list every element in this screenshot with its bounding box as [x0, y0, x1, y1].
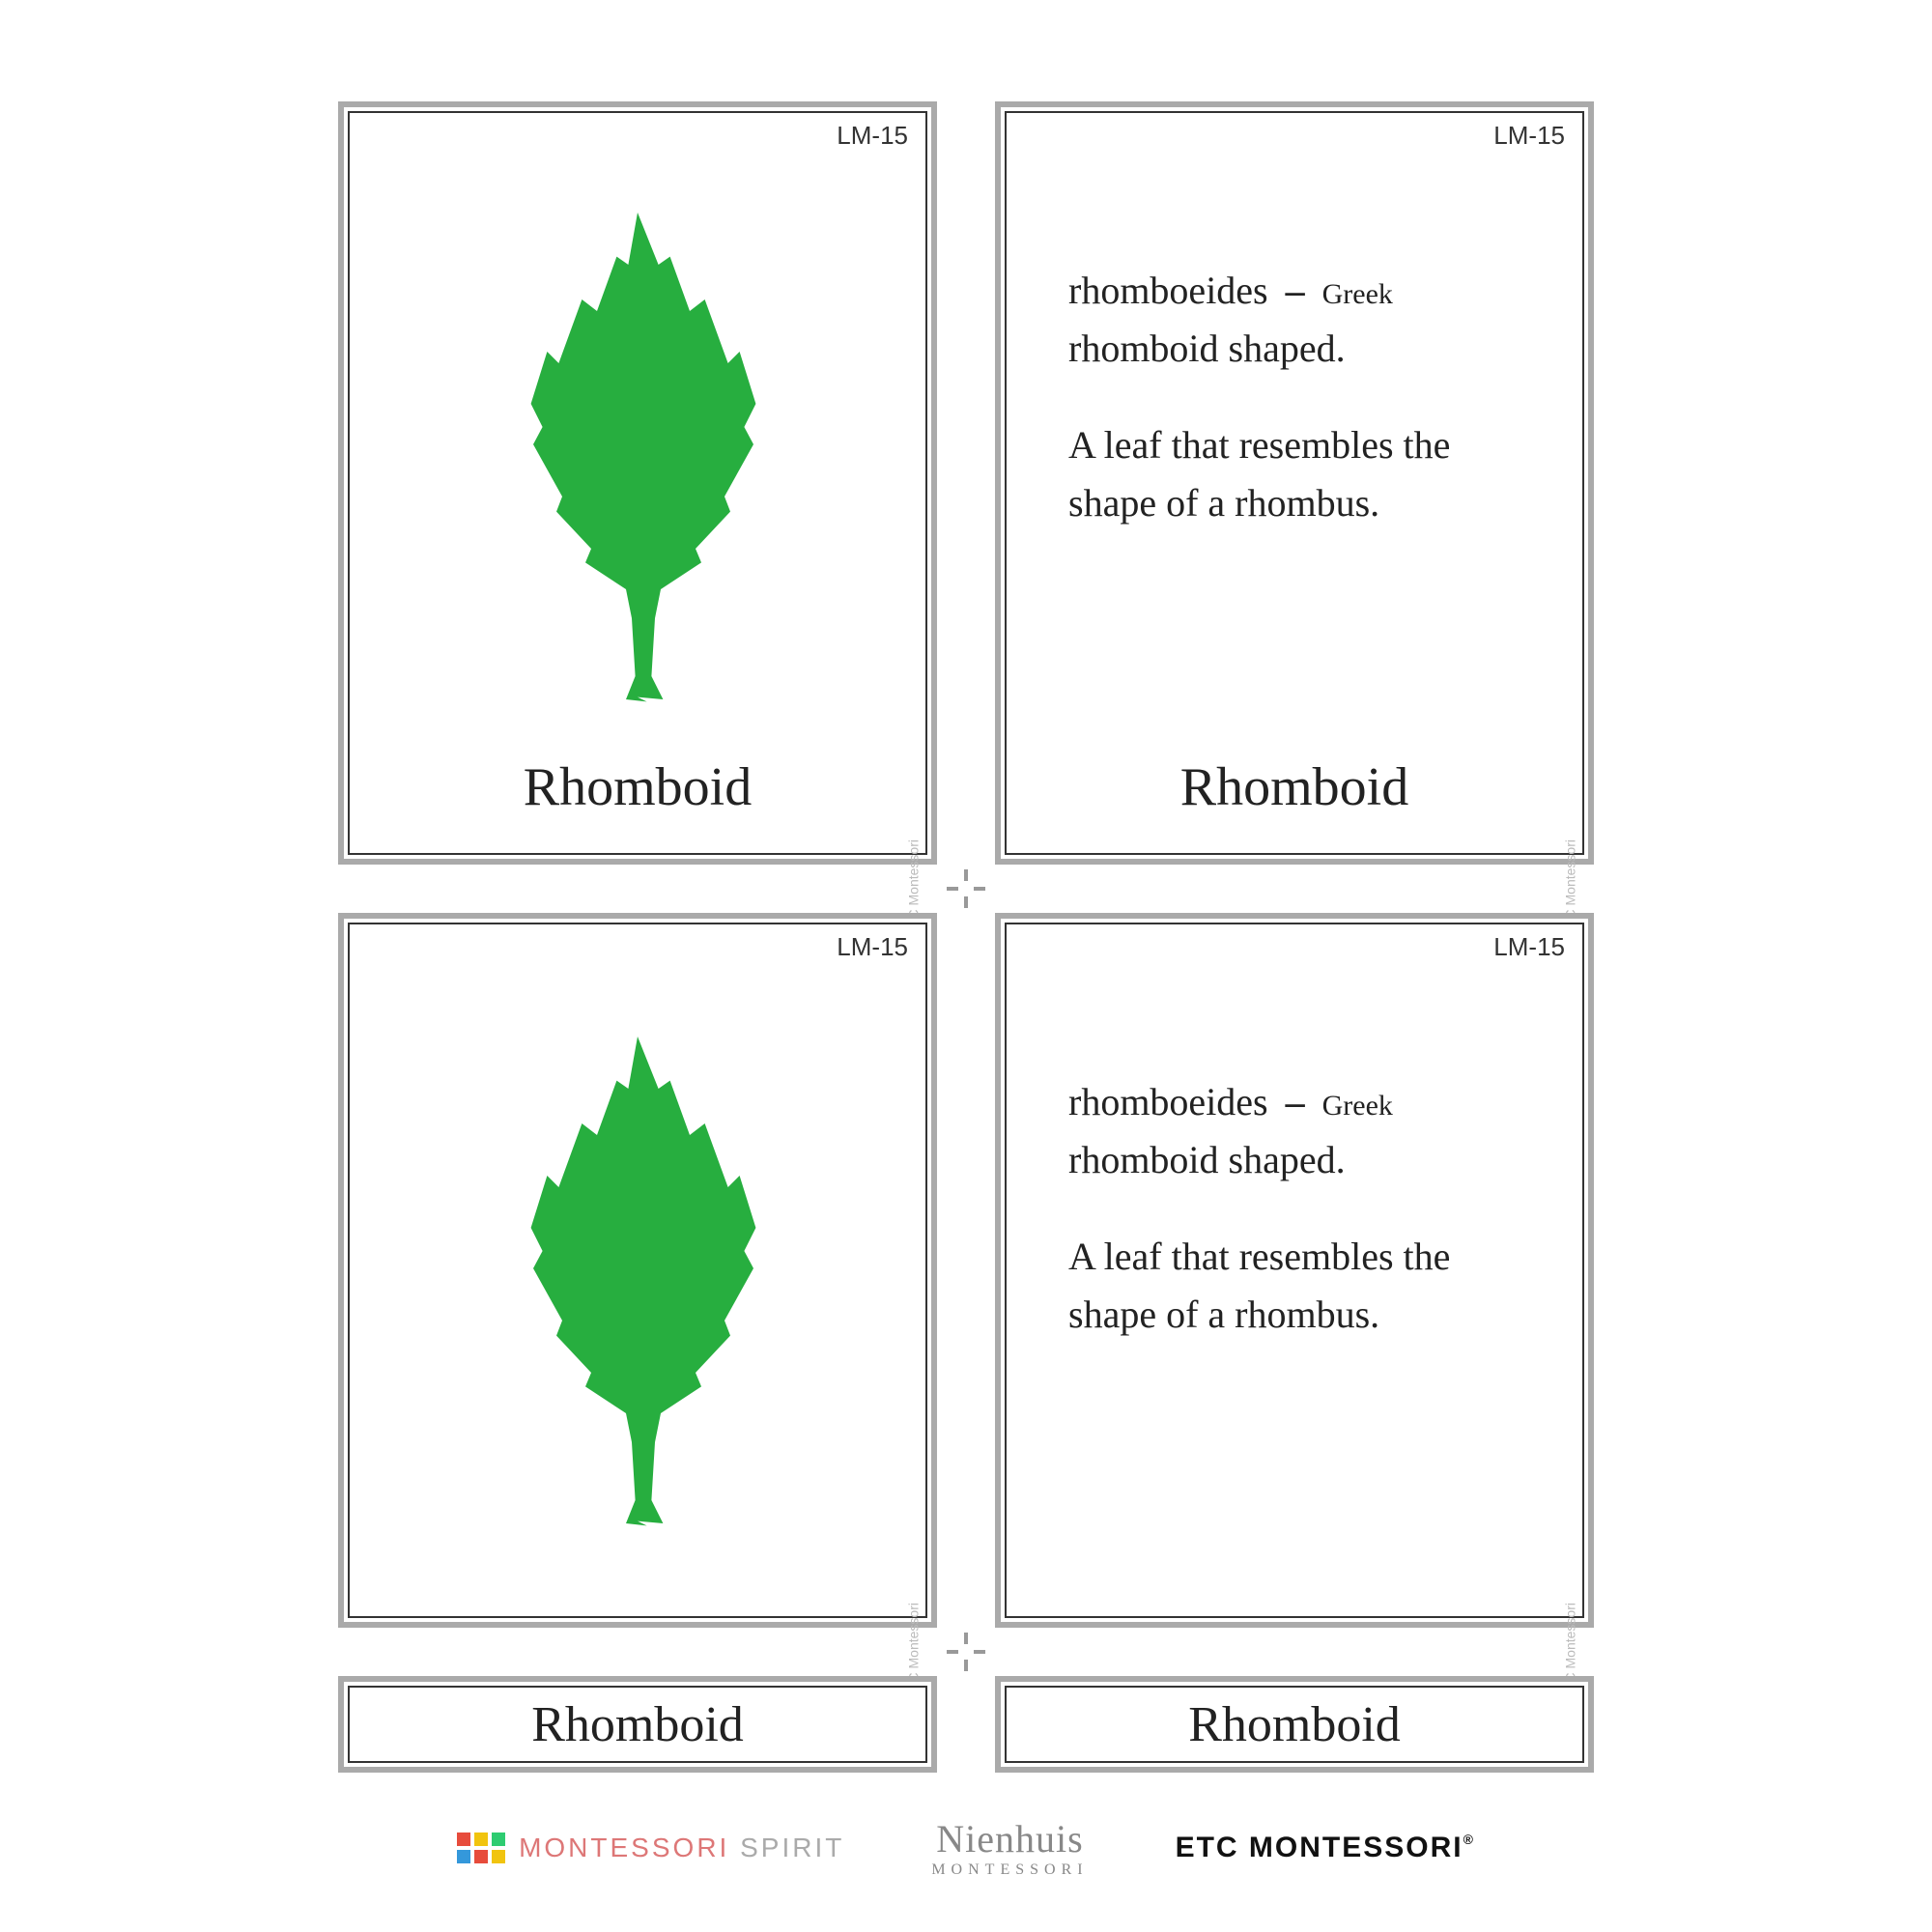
definition-card-title: Rhomboid: [1030, 756, 1559, 818]
label-strip: Rhomboid: [995, 1676, 1594, 1773]
card-row-2: LM-15 © 2013 ETC Montessori LM-15 © 2013…: [328, 913, 1604, 1628]
etc-montessori-logo: ETC MONTESSORI®: [1176, 1832, 1475, 1864]
label-strip: Rhomboid: [338, 1676, 937, 1773]
card-row-1: LM-15 © 2013 ETC Montessori Rhomboid LM-…: [328, 101, 1604, 865]
logo1-text: MONTESSORI SPIRIT: [519, 1833, 844, 1863]
label-strip-row: Rhomboid Rhomboid: [328, 1676, 1604, 1773]
nienhuis-logo: Nienhuis MONTESSORI: [931, 1816, 1088, 1879]
etymology-origin: Greek: [1322, 1090, 1393, 1122]
etymology-term: rhomboeides: [1068, 269, 1268, 312]
leaf-illustration: [373, 127, 902, 756]
logo-bar: MONTESSORI SPIRIT Nienhuis MONTESSORI ET…: [0, 1816, 1932, 1879]
logo1-part2: SPIRIT: [729, 1833, 844, 1862]
image-card: LM-15 © 2013 ETC Montessori Rhomboid: [338, 101, 937, 865]
definition-body: rhomboeides – Greek rhomboid shaped. A l…: [1030, 127, 1559, 756]
logo1-icon: [457, 1833, 505, 1863]
crop-mark-icon: [947, 869, 985, 908]
leaf-icon: [464, 1024, 811, 1536]
card-code: LM-15: [837, 932, 908, 962]
montessori-spirit-logo: MONTESSORI SPIRIT: [457, 1833, 844, 1863]
card-code: LM-15: [1493, 121, 1565, 151]
definition-text: A leaf that resembles the shape of a rho…: [1068, 1228, 1520, 1344]
etymology-origin: Greek: [1322, 278, 1393, 310]
label-strip-text: Rhomboid: [531, 1696, 744, 1753]
definition-text: A leaf that resembles the shape of a rho…: [1068, 416, 1520, 532]
logo2-top: Nienhuis: [931, 1816, 1088, 1861]
logo2-bottom: MONTESSORI: [931, 1861, 1088, 1879]
etymology-term: rhomboeides: [1068, 1080, 1268, 1123]
logo3-registered: ®: [1463, 1832, 1475, 1847]
label-strip-text: Rhomboid: [1188, 1696, 1401, 1753]
definition-line2: rhomboid shaped.: [1068, 320, 1520, 378]
card-code: LM-15: [1493, 932, 1565, 962]
image-card: LM-15 © 2013 ETC Montessori: [338, 913, 937, 1628]
leaf-icon: [464, 200, 811, 712]
leaf-shape: [531, 213, 756, 701]
image-card-title: Rhomboid: [373, 756, 902, 818]
logo3-text: ETC MONTESSORI: [1176, 1832, 1463, 1863]
leaf-shape: [531, 1037, 756, 1525]
etymology-dash: –: [1286, 1080, 1305, 1123]
worksheet-page: LM-15 © 2013 ETC Montessori Rhomboid LM-…: [328, 101, 1604, 1773]
crop-mark-row: [328, 865, 1604, 913]
definition-line2: rhomboid shaped.: [1068, 1131, 1520, 1189]
crop-mark-row: [328, 1628, 1604, 1676]
card-code: LM-15: [837, 121, 908, 151]
etymology-dash: –: [1286, 269, 1305, 312]
definition-card: LM-15 © 2013 ETC Montessori rhomboeides …: [995, 101, 1594, 865]
definition-body: rhomboeides – Greek rhomboid shaped. A l…: [1030, 938, 1559, 1593]
definition-card: LM-15 © 2013 ETC Montessori rhomboeides …: [995, 913, 1594, 1628]
leaf-illustration: [373, 938, 902, 1593]
crop-mark-icon: [947, 1633, 985, 1671]
logo1-part1: MONTESSORI: [519, 1833, 729, 1862]
